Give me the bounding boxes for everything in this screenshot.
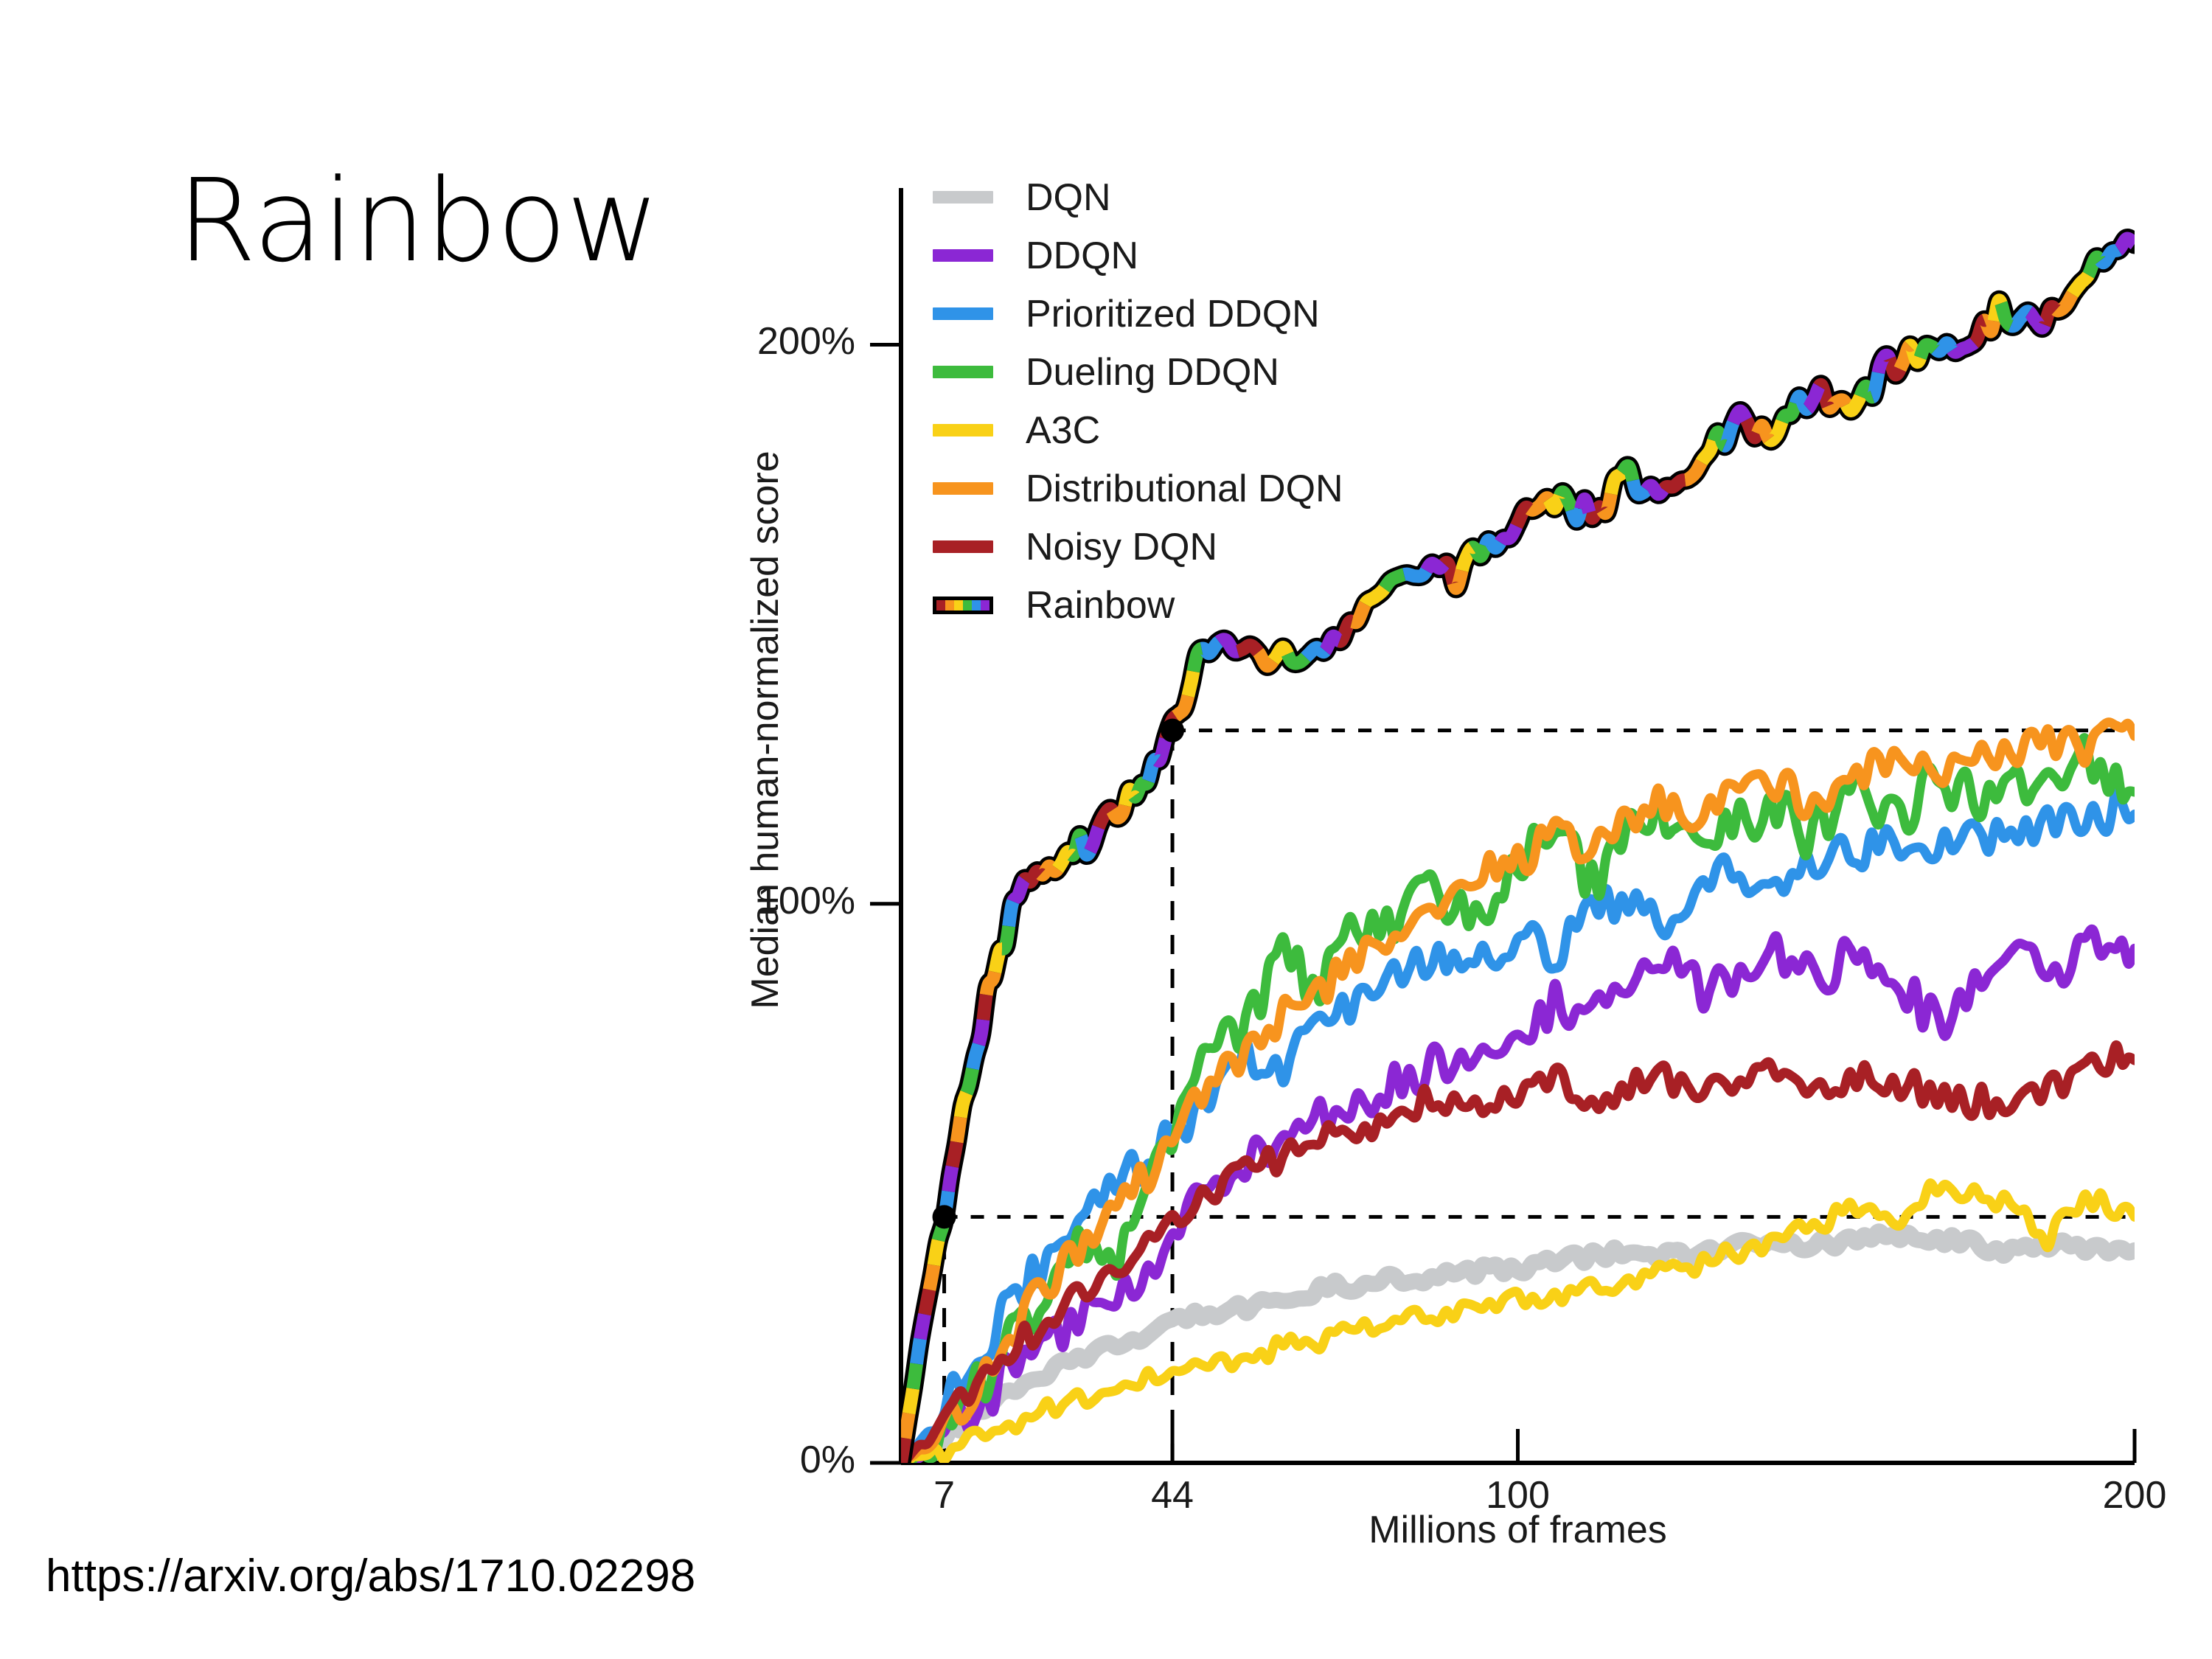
- legend-item-ddqn[interactable]: DDQN: [933, 226, 1343, 285]
- series-line-distributional-dqn: [901, 717, 2135, 1463]
- series-line-rainbow-stripe: [901, 232, 2135, 1463]
- series-line-ddqn: [901, 924, 2135, 1463]
- legend-item-a3c[interactable]: A3C: [933, 401, 1343, 459]
- annotation-marker-dot: [1161, 718, 1185, 742]
- slide-title: Rainbow: [177, 154, 660, 288]
- x-tick-label: 200: [2102, 1474, 2167, 1517]
- series-line-dqn: [901, 1223, 2135, 1463]
- legend-swatch-icon: [933, 191, 993, 204]
- y-axis-ticks: [870, 342, 901, 1465]
- y-tick-label: 100%: [757, 879, 855, 922]
- chart-series: [901, 229, 2135, 1463]
- legend-swatch-icon: [933, 366, 993, 378]
- legend-item-distributional-dqn[interactable]: Distributional DQN: [933, 459, 1343, 518]
- legend-rainbow-stripe: [936, 599, 945, 611]
- legend-rainbow-stripe: [981, 599, 990, 611]
- series-line-a3c: [901, 1178, 2135, 1463]
- chart-legend: DQN DDQN Prioritized DDQN Dueling DDQN A3C Di…: [933, 168, 1343, 634]
- legend-rainbow-stripe: [945, 599, 954, 611]
- x-tick-label: 7: [933, 1474, 955, 1517]
- y-tick-label: 200%: [757, 320, 855, 364]
- legend-item-noisy-dqn[interactable]: Noisy DQN: [933, 518, 1343, 576]
- legend-item-label: Distributional DQN: [1026, 467, 1343, 510]
- legend-rainbow-stripe: [963, 599, 972, 611]
- legend-item-rainbow[interactable]: Rainbow: [933, 576, 1343, 634]
- legend-item-label: Noisy DQN: [1026, 525, 1218, 568]
- source-url-text: https://arxiv.org/abs/1710.02298: [46, 1551, 696, 1601]
- legend-item-label: A3C: [1026, 408, 1101, 452]
- legend-swatch-icon: [933, 307, 993, 320]
- legend-swatch-icon: [933, 424, 993, 437]
- series-line-prioritized-ddqn: [901, 785, 2135, 1463]
- legend-item-label: Dueling DDQN: [1026, 350, 1279, 394]
- series-line-noisy-dqn: [901, 1040, 2135, 1463]
- series-line-rainbow-stripe: [901, 232, 2135, 1463]
- legend-item-dueling-ddqn[interactable]: Dueling DDQN: [933, 343, 1343, 401]
- legend-item-label: Prioritized DDQN: [1026, 292, 1320, 335]
- legend-rainbow-stripe: [972, 599, 981, 611]
- x-axis-title: Millions of frames: [1368, 1509, 1667, 1551]
- annotation-markers: [932, 718, 1185, 1229]
- y-tick-label: 0%: [799, 1439, 855, 1481]
- legend-item-label: DDQN: [1026, 234, 1139, 277]
- legend-item-dqn[interactable]: DQN: [933, 168, 1343, 226]
- chart-figure: Median human-normalized score Millions o…: [737, 147, 2197, 1563]
- legend-swatch-icon: [933, 596, 993, 614]
- legend-item-prioritized-ddqn[interactable]: Prioritized DDQN: [933, 285, 1343, 343]
- x-axis-ticks: [942, 1429, 2137, 1463]
- x-tick-label: 100: [1486, 1474, 1550, 1517]
- legend-rainbow-stripe: [954, 599, 963, 611]
- y-axis-title: Median human-normalized score: [744, 451, 787, 1009]
- legend-swatch-icon: [933, 540, 993, 553]
- annotation-marker-dot: [932, 1205, 956, 1229]
- legend-swatch-icon: [933, 249, 993, 262]
- legend-swatch-icon: [933, 482, 993, 495]
- legend-item-label: DQN: [1026, 175, 1111, 219]
- x-tick-label: 44: [1151, 1474, 1194, 1517]
- legend-item-label: Rainbow: [1026, 583, 1175, 627]
- chart-plot-area: [870, 188, 2137, 1465]
